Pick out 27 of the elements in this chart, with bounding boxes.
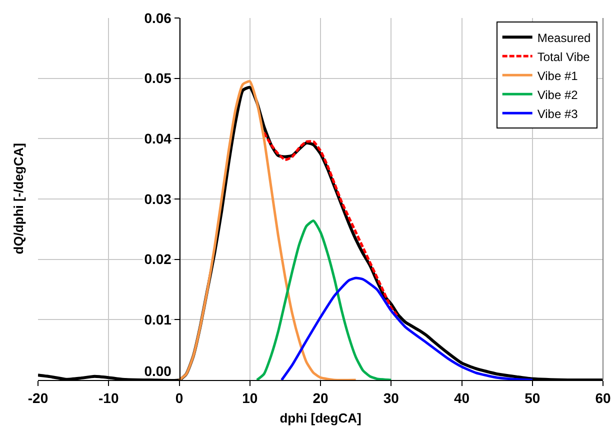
y-tick-label: 0.00	[144, 362, 172, 379]
y-tick-label: 0.06	[144, 10, 172, 26]
line-series	[256, 219, 392, 380]
x-tick-label: 60	[595, 390, 611, 406]
legend-label: Vibe #1	[537, 68, 578, 83]
x-tick-label: 10	[242, 390, 258, 406]
y-tick-label: 0.02	[144, 251, 172, 268]
y-tick-label: 0.03	[144, 190, 172, 207]
x-axis-title: dphi [degCA]	[280, 410, 362, 426]
x-tick-label: 50	[524, 390, 540, 406]
x-tick-label: 20	[312, 390, 328, 406]
y-tick-label: 0.01	[144, 312, 172, 328]
x-tick-label: -10	[98, 390, 119, 406]
x-tick-label: -20	[28, 390, 48, 406]
y-axis-title: dQ/dphi [-/degCA]	[11, 143, 26, 254]
x-tick-label: 0	[175, 390, 184, 406]
legend-label: Vibe #2	[537, 88, 578, 102]
x-tick-label: 40	[454, 390, 470, 406]
y-tick-label: 0.05	[144, 70, 172, 86]
line-series	[262, 131, 400, 318]
y-tick-label: 0.04	[144, 130, 172, 147]
x-tick-label: 30	[383, 390, 400, 406]
line-series	[280, 276, 534, 380]
legend-label: Measured	[537, 30, 591, 45]
line-series	[178, 80, 358, 380]
legend-label: Vibe #3	[537, 106, 578, 121]
legend-label: Total Vibe	[537, 50, 590, 64]
